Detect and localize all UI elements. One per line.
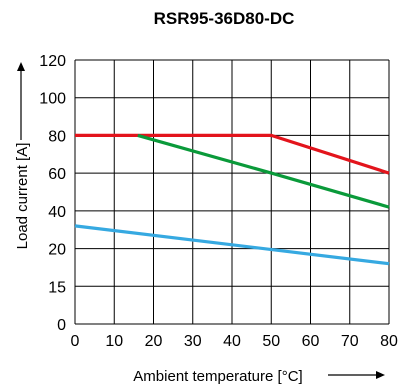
y-tick-label: 20 <box>48 242 66 259</box>
chart-title: RSR95-36D80-DC <box>154 9 295 28</box>
series-line-1 <box>75 133 390 175</box>
x-tick-label: 60 <box>302 333 320 350</box>
y-axis-arrowhead-icon <box>17 62 25 71</box>
y-tick-label: 100 <box>39 91 66 108</box>
y-tick-label: 120 <box>39 53 66 70</box>
series-line-2 <box>137 133 390 209</box>
y-tick-label: 80 <box>48 128 66 145</box>
x-tick-label: 50 <box>262 333 280 350</box>
series-line-3 <box>74 224 390 266</box>
x-tick-label: 30 <box>184 333 202 350</box>
y-tick-label: 40 <box>48 204 66 221</box>
plot-series <box>74 133 390 266</box>
x-tick-label: 80 <box>380 333 398 350</box>
y-tick-label: 15 <box>48 279 66 296</box>
plot-grid <box>74 59 390 325</box>
x-tick-label: 20 <box>145 333 163 350</box>
y-tick-label: 60 <box>48 166 66 183</box>
y-tick-label: 0 <box>57 317 66 334</box>
x-tick-label: 10 <box>105 333 123 350</box>
x-axis-label: Ambient temperature [°C] <box>133 368 302 385</box>
x-axis-arrowhead-icon <box>376 371 385 379</box>
x-tick-label: 40 <box>223 333 241 350</box>
y-axis-label: Load current [A] <box>14 143 31 250</box>
x-tick-label: 0 <box>71 333 80 350</box>
x-tick-label: 70 <box>341 333 359 350</box>
axis-ticks: 0 10 20 30 40 50 60 70 80 0 15 20 40 60 80 100 120 <box>39 53 398 350</box>
